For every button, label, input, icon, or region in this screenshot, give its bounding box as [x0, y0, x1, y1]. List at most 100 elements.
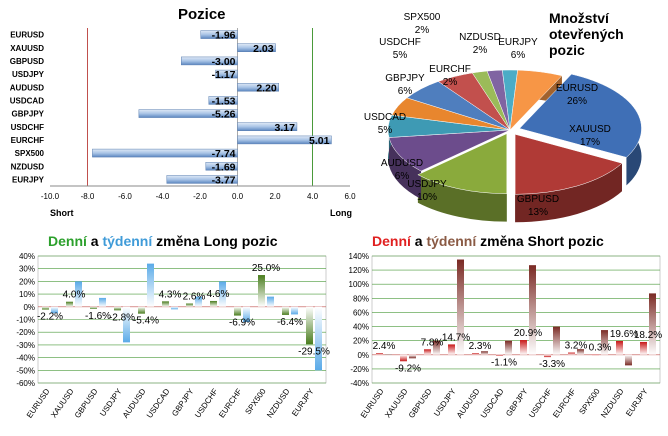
pie-label: USDJPY: [407, 179, 447, 190]
change-bar: [42, 306, 49, 310]
change-bar: [385, 354, 392, 356]
value-label: 0.3%: [589, 343, 612, 354]
change-bar: [282, 306, 289, 315]
pie-value-label: 6%: [395, 171, 410, 182]
tick-label: -10.0: [41, 192, 60, 201]
position-bar: [237, 83, 279, 92]
title-part: a: [86, 233, 103, 249]
tick-label: 0%: [23, 303, 35, 312]
category-label: NZDUSD: [599, 387, 626, 420]
pie-value-label: 2%: [415, 25, 430, 36]
long-label: Long: [330, 208, 352, 218]
change-bar: [529, 265, 536, 355]
pie-title-line: Množství: [549, 10, 609, 26]
long-change-chart: 40% 30% 20% 10% 0% -10% -20% -30% -40% -50% -60% -2…: [16, 252, 330, 420]
value-label: 2.03: [253, 43, 274, 55]
value-label: 2.3%: [469, 341, 492, 352]
change-bar: [625, 354, 632, 366]
change-bar: [219, 281, 226, 307]
category-label: AUDUSD: [10, 83, 44, 92]
value-label: 2.20: [256, 82, 277, 94]
pie-label: USDCAD: [364, 112, 406, 123]
title-part: změna Long pozic: [152, 233, 278, 249]
pie-label: GBPJPY: [385, 73, 425, 84]
change-bar: [520, 340, 527, 355]
value-label: 4.0%: [63, 290, 86, 301]
pie-title: Množství otevřených pozic: [549, 10, 624, 58]
category-label: GBPJPY: [170, 386, 196, 418]
position-bar: [215, 69, 238, 79]
pie-value-label: 10%: [417, 192, 437, 203]
tick-label: -8.0: [81, 192, 95, 201]
change-bar: [210, 300, 217, 307]
value-label: -5.26: [212, 109, 236, 121]
position-bar: [208, 96, 238, 105]
position-bar: [92, 148, 238, 158]
value-label: 5.01: [309, 135, 330, 147]
change-bar: [400, 354, 407, 362]
value-label: 2.4%: [373, 341, 396, 352]
category-label: EURCHF: [11, 136, 44, 145]
value-label: -6.9%: [229, 318, 255, 329]
value-label: 25.0%: [252, 263, 280, 274]
pie-title-line: pozic: [549, 42, 585, 58]
category-label: GBPUSD: [73, 387, 100, 420]
pie-value-label: 2%: [473, 45, 488, 56]
tick-label: 20%: [19, 277, 35, 286]
value-label: -9.2%: [395, 363, 421, 374]
tick-label: -20%: [350, 365, 369, 374]
pie-value-label: 5%: [378, 125, 393, 136]
value-label: -1.96: [212, 30, 236, 42]
value-label: -1.53: [212, 95, 236, 107]
title-part: týdenní: [426, 233, 477, 249]
tick-label: -6.0: [118, 192, 132, 201]
pie-value-label: 2%: [443, 77, 458, 88]
change-bar: [505, 340, 512, 355]
title-part: Denní: [48, 233, 87, 249]
position-bar: [205, 162, 238, 171]
change-bar: [640, 341, 647, 355]
value-label: -1.6%: [85, 311, 111, 322]
category-label: USDCAD: [145, 387, 172, 420]
title-part: a: [410, 233, 427, 249]
pie-value-label: 13%: [528, 207, 548, 218]
value-label: -2.8%: [109, 312, 135, 323]
change-bar: [123, 306, 130, 343]
value-label: -3.00: [212, 56, 236, 68]
category-label: EURUSD: [359, 387, 386, 420]
category-label: SPX500: [577, 387, 602, 417]
pie-value-label: 6%: [511, 50, 526, 61]
tick-label: 40%: [19, 252, 35, 261]
value-label: 20.9%: [514, 328, 542, 339]
pie-label: XAUUSD: [569, 124, 611, 135]
tick-label: -10%: [16, 316, 35, 325]
position-bar: [237, 135, 332, 145]
category-label: SPX500: [243, 387, 268, 417]
tick-label: 80%: [353, 294, 369, 303]
category-label: GBPJPY: [12, 110, 45, 119]
category-label: USDCHF: [527, 387, 554, 420]
value-label: 7.8%: [421, 337, 444, 348]
value-label: 19.6%: [610, 329, 638, 340]
change-bar: [258, 275, 265, 307]
category-label: EURJPY: [624, 386, 650, 418]
change-bar: [315, 306, 322, 371]
change-bar: [592, 354, 599, 356]
short-change-chart: 140% 120% 100% 80% 60% 40% 20% 0% -20% -40% 2.4% EU…: [349, 252, 663, 420]
tick-label: -2.0: [193, 192, 207, 201]
change-bar: [66, 301, 73, 307]
category-label: USDJPY: [12, 70, 45, 79]
category-label: EURJPY: [12, 175, 45, 184]
value-label: 4.3%: [159, 289, 182, 300]
tick-label: 0.0: [232, 192, 244, 201]
pie-label: AUDUSD: [381, 158, 423, 169]
pie-slice: [514, 133, 623, 195]
change-bar: [114, 306, 121, 311]
category-label: EURUSD: [10, 31, 44, 40]
change-bar: [234, 306, 241, 316]
short-label: Short: [50, 208, 74, 218]
value-label: 14.7%: [442, 332, 470, 343]
change-bar: [75, 281, 82, 307]
change-bar: [306, 306, 313, 345]
